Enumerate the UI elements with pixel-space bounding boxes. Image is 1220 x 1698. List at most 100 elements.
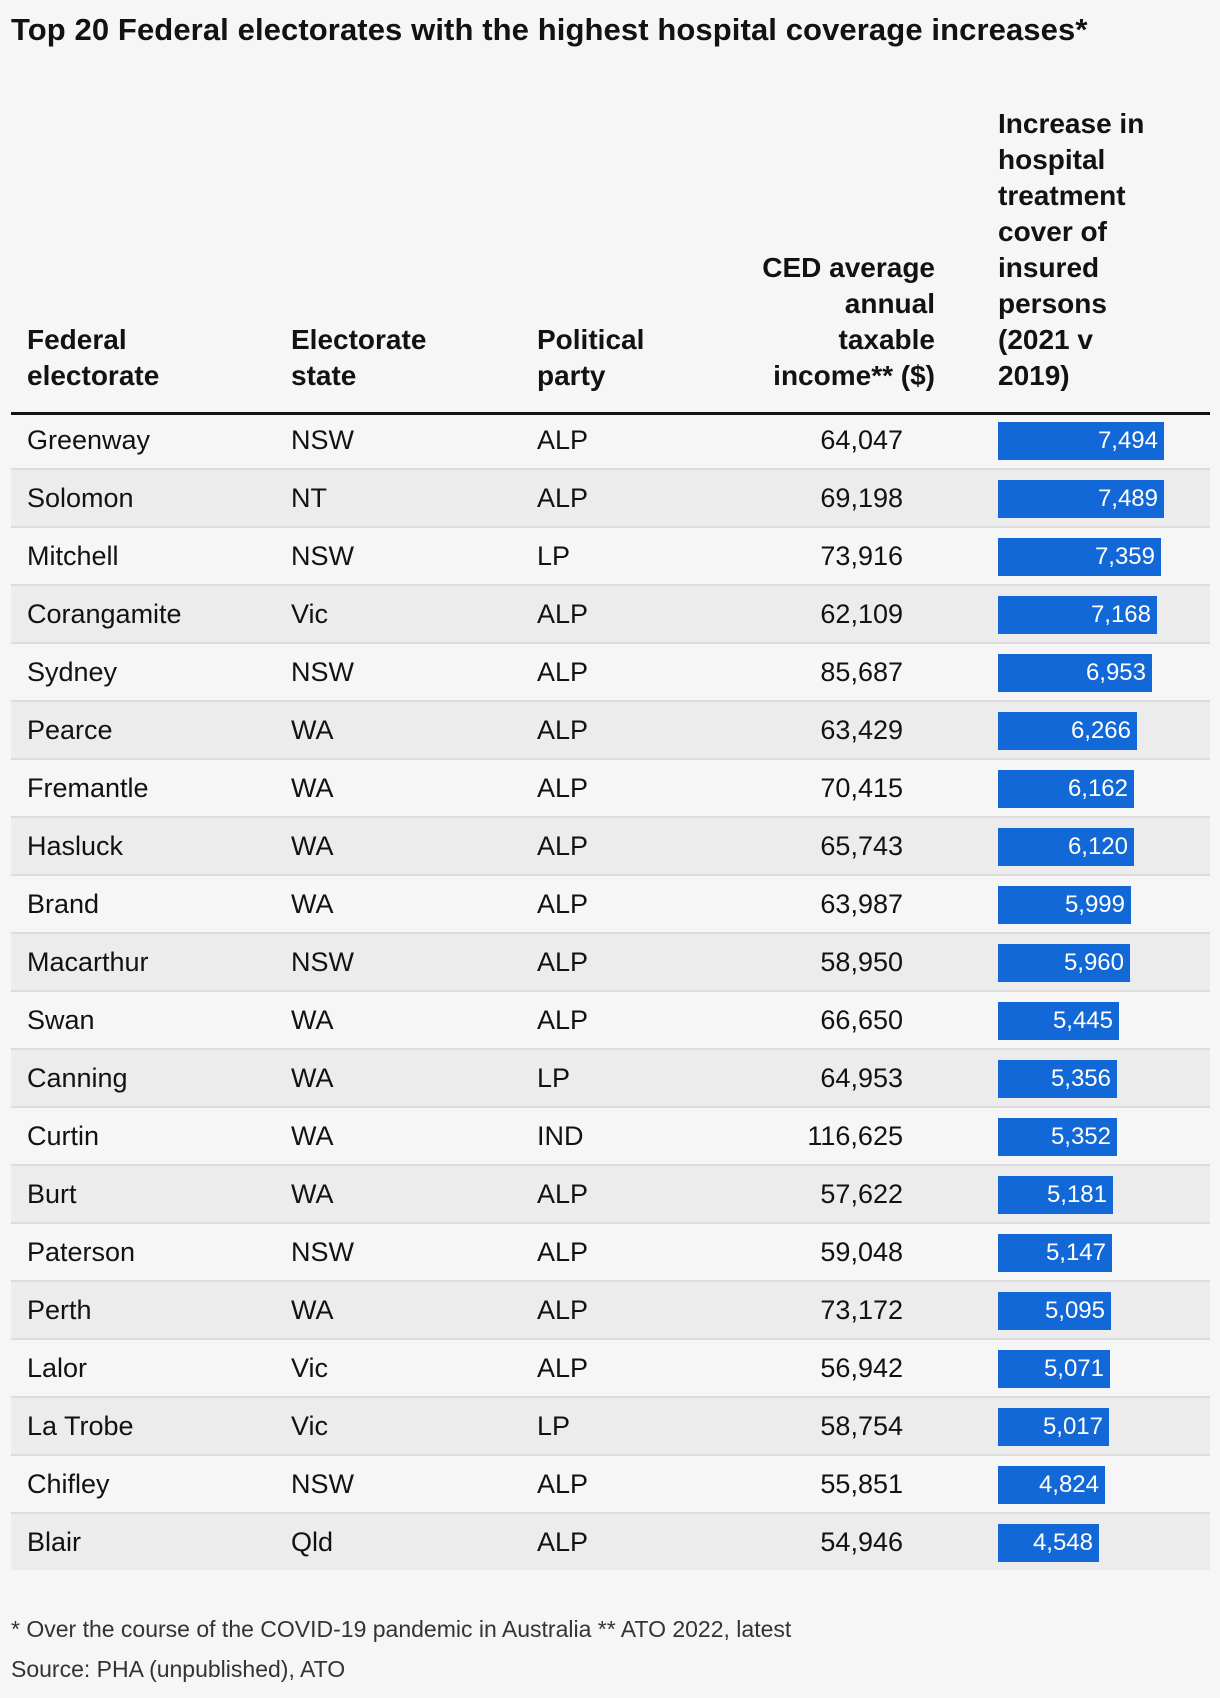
cell-party: ALP (537, 1469, 589, 1499)
cell-party: ALP (537, 1237, 589, 1267)
cell-income: 55,851 (820, 1469, 903, 1499)
cell-income: 58,950 (820, 947, 903, 977)
bar-increase: 7,489 (998, 480, 1164, 518)
cell-income: 69,198 (820, 483, 903, 513)
cell-income: 57,622 (820, 1179, 903, 1209)
cell-state: WA (291, 1063, 334, 1093)
cell-electorate: Brand (27, 889, 100, 919)
cell-income: 64,047 (820, 425, 903, 455)
cell-electorate: Pearce (27, 715, 113, 745)
cell-state: NSW (291, 541, 354, 571)
table-row: Swan WA ALP 66,650 5,445 (11, 992, 1210, 1050)
bar-increase: 6,953 (998, 654, 1152, 692)
cell-party: ALP (537, 831, 589, 861)
cell-state: WA (291, 889, 334, 919)
bar-increase: 5,352 (998, 1118, 1117, 1156)
cell-income: 63,987 (820, 889, 903, 919)
bar-increase: 7,359 (998, 538, 1161, 576)
cell-income: 64,953 (820, 1063, 903, 1093)
cell-electorate: Blair (27, 1527, 82, 1557)
cell-income: 56,942 (820, 1353, 903, 1383)
bar-increase: 5,071 (998, 1350, 1110, 1388)
cell-state: Qld (291, 1527, 334, 1557)
cell-party: ALP (537, 1527, 589, 1557)
cell-electorate: Fremantle (27, 773, 149, 803)
cell-electorate: Corangamite (27, 599, 182, 629)
cell-state: WA (291, 715, 334, 745)
bar-increase: 4,824 (998, 1466, 1105, 1504)
bar-increase: 6,266 (998, 712, 1137, 750)
bar-increase: 6,120 (998, 828, 1134, 866)
cell-party: ALP (537, 483, 589, 513)
cell-party: ALP (537, 1353, 589, 1383)
cell-electorate: Sydney (27, 657, 118, 687)
cell-party: ALP (537, 715, 589, 745)
cell-state: NT (291, 483, 327, 513)
header-increase: Increase in hospital treatment cover of insu… (998, 108, 1145, 391)
cell-state: NSW (291, 947, 354, 977)
cell-state: WA (291, 773, 334, 803)
table-row: Brand WA ALP 63,987 5,999 (11, 876, 1210, 934)
cell-state: Vic (291, 1411, 329, 1441)
table-row: Solomon NT ALP 69,198 7,489 (11, 470, 1210, 528)
bar-increase: 5,181 (998, 1176, 1113, 1214)
cell-income: 73,916 (820, 541, 903, 571)
source-note: Source: PHA (unpublished), ATO (11, 1656, 346, 1682)
header-electorate: Federal electorate (27, 324, 160, 391)
cell-electorate: Paterson (27, 1237, 136, 1267)
cell-party: ALP (537, 1005, 589, 1035)
cell-income: 73,172 (820, 1295, 903, 1325)
table-row: La Trobe Vic LP 58,754 5,017 (11, 1398, 1210, 1456)
table-row: Lalor Vic ALP 56,942 5,071 (11, 1340, 1210, 1398)
cell-state: WA (291, 831, 334, 861)
cell-state: Vic (291, 599, 329, 629)
table-row: Greenway NSW ALP 64,047 7,494 (11, 412, 1210, 470)
table-header: Federal electorate Electorate state Politi… (11, 106, 1210, 415)
cell-party: ALP (537, 425, 589, 455)
cell-state: WA (291, 1295, 334, 1325)
header-income: CED average annual taxable income** ($) (762, 252, 935, 391)
table-row: Corangamite Vic ALP 62,109 7,168 (11, 586, 1210, 644)
cell-income: 66,650 (820, 1005, 903, 1035)
cell-electorate: Chifley (27, 1469, 110, 1499)
cell-electorate: Canning (27, 1063, 128, 1093)
cell-income: 62,109 (820, 599, 903, 629)
table-body: Greenway NSW ALP 64,047 7,494 Solomon NT ALP 69,… (11, 412, 1210, 1570)
cell-party: ALP (537, 889, 589, 919)
cell-party: LP (537, 541, 571, 571)
bar-increase: 5,999 (998, 886, 1131, 924)
cell-electorate: Solomon (27, 483, 134, 513)
cell-income: 59,048 (820, 1237, 903, 1267)
cell-party: ALP (537, 1179, 589, 1209)
cell-income: 65,743 (820, 831, 903, 861)
cell-electorate: Hasluck (27, 831, 124, 861)
table-row: Pearce WA ALP 63,429 6,266 (11, 702, 1210, 760)
cell-state: Vic (291, 1353, 329, 1383)
cell-electorate: Greenway (27, 425, 151, 455)
cell-electorate: La Trobe (27, 1411, 134, 1441)
table-row: Curtin WA IND 116,625 5,352 (11, 1108, 1210, 1166)
table-row: Macarthur NSW ALP 58,950 5,960 (11, 934, 1210, 992)
bar-increase: 5,356 (998, 1060, 1117, 1098)
table-row: Blair Qld ALP 54,946 4,548 (11, 1514, 1210, 1570)
cell-income: 85,687 (820, 657, 903, 687)
cell-income: 58,754 (820, 1411, 903, 1441)
bar-increase: 5,445 (998, 1002, 1119, 1040)
table-row: Burt WA ALP 57,622 5,181 (11, 1166, 1210, 1224)
cell-state: NSW (291, 425, 354, 455)
bar-increase: 4,548 (998, 1524, 1099, 1562)
cell-party: ALP (537, 599, 589, 629)
cell-electorate: Perth (27, 1295, 92, 1325)
bar-increase: 5,017 (998, 1408, 1109, 1446)
bar-increase: 7,494 (998, 422, 1164, 460)
cell-electorate: Burt (27, 1179, 77, 1209)
table-row: Paterson NSW ALP 59,048 5,147 (11, 1224, 1210, 1282)
bar-increase: 6,162 (998, 770, 1134, 808)
cell-electorate: Mitchell (27, 541, 119, 571)
table-row: Hasluck WA ALP 65,743 6,120 (11, 818, 1210, 876)
table-row: Canning WA LP 64,953 5,356 (11, 1050, 1210, 1108)
footnote: * Over the course of the COVID-19 pandem… (11, 1616, 792, 1642)
cell-party: IND (537, 1121, 584, 1151)
table-row: Chifley NSW ALP 55,851 4,824 (11, 1456, 1210, 1514)
